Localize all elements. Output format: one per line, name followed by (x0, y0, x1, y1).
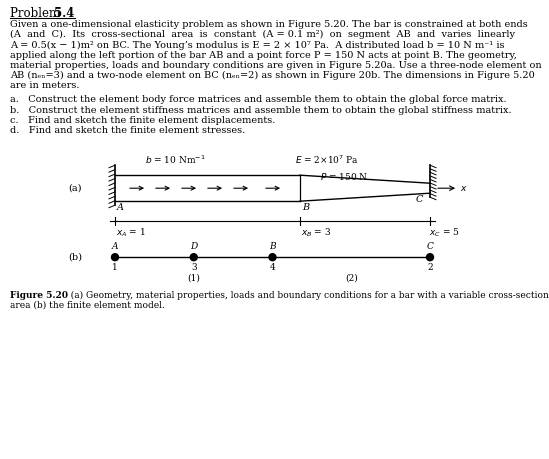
Text: 3: 3 (191, 263, 197, 272)
Text: applied along the left portion of the bar AB and a point force P = 150 N acts at: applied along the left portion of the ba… (10, 50, 517, 60)
Text: (a) Geometry, material properties, loads and boundary conditions for a bar with : (a) Geometry, material properties, loads… (62, 291, 549, 300)
Text: AB (nₑₙ=3) and a two-node element on BC (nₑₙ=2) as shown in Figure 20b. The dime: AB (nₑₙ=3) and a two-node element on BC … (10, 71, 535, 80)
Text: a.   Construct the element body force matrices and assemble them to obtain the g: a. Construct the element body force matr… (10, 95, 507, 104)
Circle shape (111, 254, 119, 261)
Text: B: B (269, 242, 276, 251)
Text: (a): (a) (68, 184, 81, 193)
Text: 4: 4 (270, 263, 276, 272)
Text: (2): (2) (345, 273, 357, 282)
Text: (A  and  C).  Its  cross-sectional  area  is  constant  (A = 0.1 m²)  on  segmen: (A and C). Its cross-sectional area is c… (10, 30, 515, 39)
Circle shape (191, 254, 197, 261)
Text: (1): (1) (187, 273, 200, 282)
Text: Given a one-dimensional elasticity problem as shown in Figure 5.20. The bar is c: Given a one-dimensional elasticity probl… (10, 20, 528, 29)
Text: A: A (117, 203, 124, 212)
Text: (b): (b) (68, 253, 82, 262)
Text: Figure 5.20: Figure 5.20 (10, 291, 68, 300)
Text: Problem: Problem (10, 7, 64, 20)
Text: D: D (190, 242, 198, 251)
Text: material properties, loads and boundary conditions are given in Figure 5.20a. Us: material properties, loads and boundary … (10, 61, 542, 70)
Text: A = 0.5(x − 1)m² on BC. The Young’s modulus is E = 2 × 10⁷ Pa.  A distributed lo: A = 0.5(x − 1)m² on BC. The Young’s modu… (10, 40, 505, 50)
Text: $x$: $x$ (460, 184, 468, 193)
Text: c.   Find and sketch the finite element displacements.: c. Find and sketch the finite element di… (10, 116, 276, 125)
Circle shape (427, 254, 434, 261)
Text: b.   Construct the element stiffness matrices and assemble them to obtain the gl: b. Construct the element stiffness matri… (10, 106, 512, 115)
Text: 1: 1 (112, 263, 118, 272)
Text: area (b) the finite element model.: area (b) the finite element model. (10, 300, 165, 309)
Text: 2: 2 (427, 263, 433, 272)
Text: C: C (416, 195, 423, 204)
Text: $P$ = 150 N: $P$ = 150 N (320, 171, 368, 182)
Text: $x_A$ = 1: $x_A$ = 1 (116, 226, 146, 239)
Text: C: C (427, 242, 434, 251)
Text: B: B (302, 203, 309, 212)
Text: d.   Find and sketch the finite element stresses.: d. Find and sketch the finite element st… (10, 126, 245, 135)
Circle shape (269, 254, 276, 261)
Text: $x_C$ = 5: $x_C$ = 5 (429, 226, 460, 239)
Text: $x_B$ = 3: $x_B$ = 3 (301, 226, 332, 239)
Text: $b$ = 10 Nm$^{-1}$: $b$ = 10 Nm$^{-1}$ (145, 154, 205, 166)
Text: 5.4: 5.4 (54, 7, 74, 20)
Text: are in meters.: are in meters. (10, 81, 80, 90)
Text: A: A (112, 242, 118, 251)
Text: $E$ = 2×10$^7$ Pa: $E$ = 2×10$^7$ Pa (295, 154, 359, 166)
